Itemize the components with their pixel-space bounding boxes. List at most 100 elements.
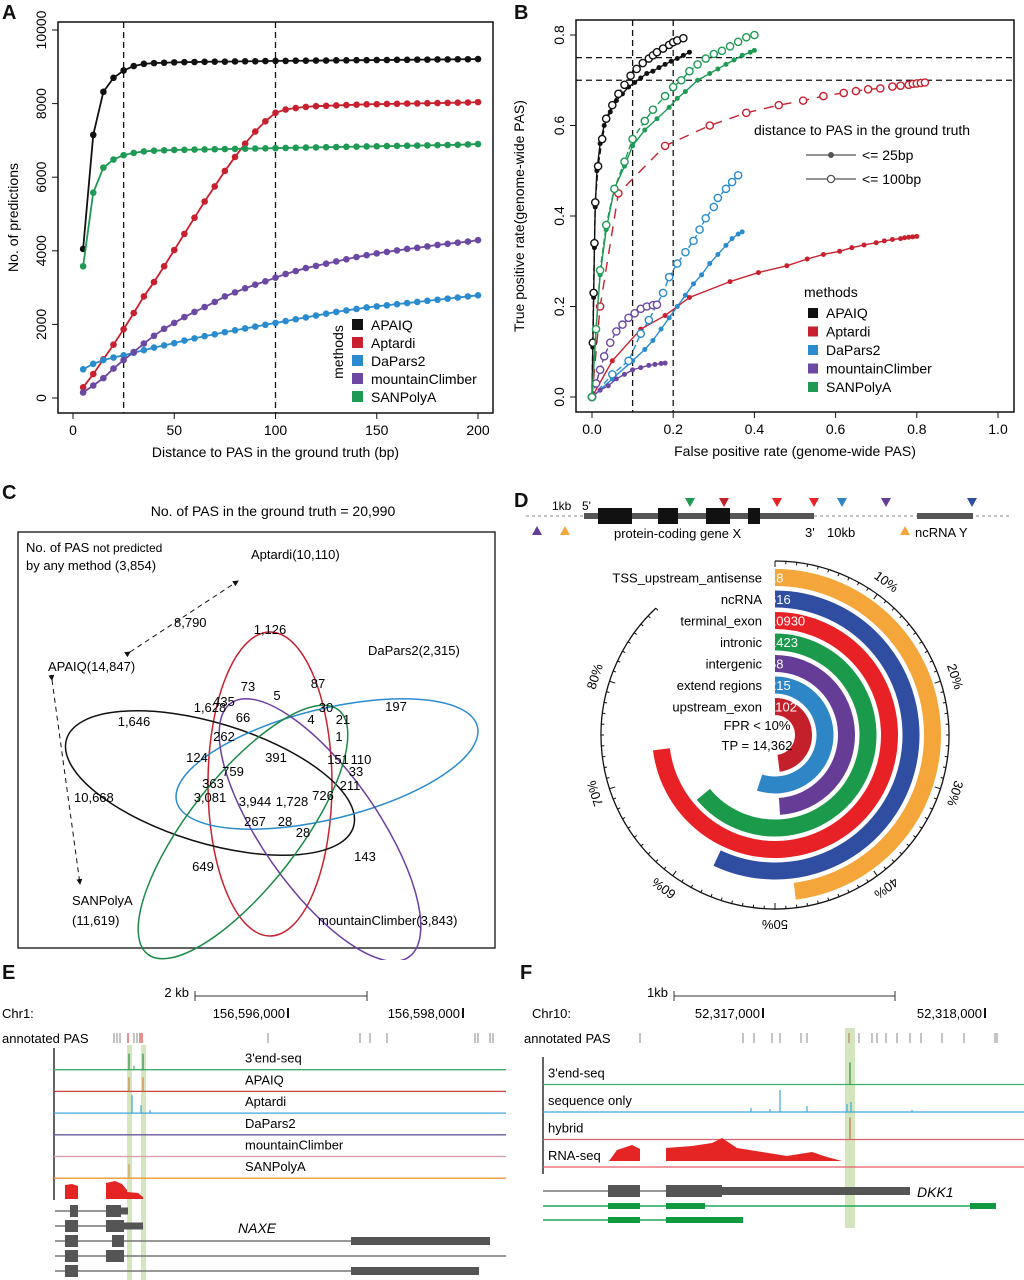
data-point-APAIQ	[403, 56, 411, 64]
y-tick-label: 2000	[33, 309, 49, 340]
data-point-APAIQ	[120, 67, 127, 74]
venn-region-count: 66	[236, 710, 250, 725]
radial-axis-tick	[613, 670, 617, 673]
track-label: sequence only	[548, 1093, 632, 1108]
series-line-DaPars2	[82, 294, 479, 371]
radial-axis-tick	[856, 884, 860, 888]
style-legend-marker-open	[826, 174, 836, 184]
data-point-DaPars2	[332, 308, 340, 316]
roc-point-filled-APAIQ	[680, 52, 686, 58]
radial-bar-count: 1102	[769, 700, 797, 715]
data-point-DaPars2	[262, 321, 269, 329]
roc-point-open-SANPolyA	[685, 66, 694, 76]
data-point-mountainClimber	[383, 248, 391, 256]
data-point-DaPars2	[150, 344, 158, 351]
radial-axis-tick	[817, 566, 819, 570]
pairwise-arrow-apaiq-sanpolya	[48, 674, 83, 885]
gene-diagram: 1kb 5' protein-coding gene X 3' 10kb ncRNA Y	[526, 498, 1012, 541]
data-point-mountainClimber	[241, 285, 249, 292]
radial-axis-label: 70%	[583, 778, 605, 808]
roc-point-filled-Aptardi	[849, 245, 855, 251]
x-tick-label: 0.2	[663, 421, 683, 437]
exon-block	[666, 1217, 743, 1223]
roc-point-open-DaPars2	[681, 247, 690, 257]
radial-axis-tick	[866, 587, 869, 591]
data-point-SANPolyA	[383, 142, 391, 150]
y-axis-label: True positive rate(genome-wide PAS)	[512, 100, 527, 332]
radial-bar-extend-regions	[756, 676, 834, 794]
radial-axis-tick	[622, 816, 626, 820]
roc-point-filled-DaPars2	[666, 315, 672, 321]
roc-point-open-SANPolyA	[709, 49, 719, 59]
radial-axis-tick	[837, 573, 840, 577]
data-point-APAIQ	[170, 59, 178, 66]
roc-point-filled-Aptardi	[784, 263, 790, 269]
panel-letter-e: E	[2, 962, 16, 984]
track-label: 3'end-seq	[245, 1051, 302, 1066]
venn-region-count: 3,944	[239, 794, 272, 809]
venn-region-count: 28	[278, 814, 292, 829]
data-point-mountainClimber	[221, 293, 229, 300]
exon-block	[351, 1237, 490, 1245]
legend-label-Aptardi: Aptardi	[826, 324, 870, 340]
gene-name: NAXE	[238, 1220, 277, 1236]
not-predicted-label: No. of PAS not predicted	[26, 540, 162, 555]
exon-block	[70, 1205, 78, 1217]
track-label: 3'end-seq	[548, 1066, 605, 1081]
radial-axis-tick	[873, 870, 878, 877]
radial-bar-terminal-exon	[652, 612, 898, 858]
data-point-mountainClimber	[343, 255, 350, 263]
legend-swatch-Aptardi	[352, 337, 363, 348]
roc-point-filled-APAIQ	[686, 49, 692, 55]
data-point-Aptardi	[251, 128, 259, 135]
roc-point-open-SANPolyA	[717, 46, 727, 56]
style-legend-label: <= 25bp	[862, 147, 914, 163]
roc-point-filled-SANPolyA	[654, 116, 660, 122]
data-point-Aptardi	[322, 102, 330, 110]
radial-axis-tick	[647, 851, 651, 855]
pas-marker-up-icon	[560, 526, 570, 535]
venn-region-count: 391	[265, 750, 287, 765]
data-point-APAIQ	[201, 58, 208, 66]
data-point-mountainClimber	[211, 298, 219, 306]
data-point-mountainClimber	[332, 258, 340, 265]
roc-point-open-Aptardi	[920, 78, 930, 87]
radial-axis-tick	[720, 897, 723, 901]
roc-point-filled-mountainClimber	[597, 387, 603, 393]
legend-title: methods	[804, 284, 858, 300]
data-point-Aptardi	[221, 167, 229, 175]
roc-point-filled-DaPars2	[739, 229, 745, 235]
radial-bar-ncRNA	[713, 590, 920, 880]
radial-axis-tick	[640, 843, 644, 847]
data-point-mountainClimber	[181, 313, 188, 321]
roc-point-filled-mountainClimber	[662, 360, 668, 366]
position-tick	[287, 1008, 289, 1018]
x-tick-label: 0.8	[907, 421, 927, 437]
roc-point-filled-mountainClimber	[652, 361, 658, 367]
gene-x-utr	[584, 513, 814, 519]
data-point-SANPolyA	[231, 145, 239, 153]
roc-line-APAIQ	[591, 51, 690, 398]
y-tick-label: 0.4	[551, 206, 567, 226]
series-line-Aptardi	[82, 101, 479, 388]
roc-point-filled-Aptardi	[727, 279, 733, 285]
roc-point-filled-DaPars2	[682, 292, 688, 298]
roc-point-open-Aptardi	[875, 84, 885, 93]
series-APAIQ-100bp	[587, 33, 688, 402]
radial-axis-tick	[924, 816, 928, 820]
radial-axis-tick	[690, 884, 694, 888]
venn-set-aptardi	[207, 631, 333, 937]
roc-point-filled-Aptardi	[898, 236, 904, 242]
radial-axis-label: 10%	[871, 568, 901, 596]
roc-point-open-APAIQ	[626, 71, 635, 81]
data-point-SANPolyA	[160, 147, 168, 154]
roc-point-filled-SANPolyA	[739, 52, 745, 58]
data-point-APAIQ	[434, 56, 441, 63]
radial-axis-tick	[741, 902, 744, 907]
data-point-APAIQ	[424, 56, 431, 63]
roc-point-open-SANPolyA	[591, 324, 601, 334]
data-point-SANPolyA	[130, 149, 138, 157]
roc-point-open-DaPars2	[689, 236, 698, 246]
pas-marker-down-icon	[772, 498, 782, 507]
data-point-SANPolyA	[322, 143, 330, 151]
